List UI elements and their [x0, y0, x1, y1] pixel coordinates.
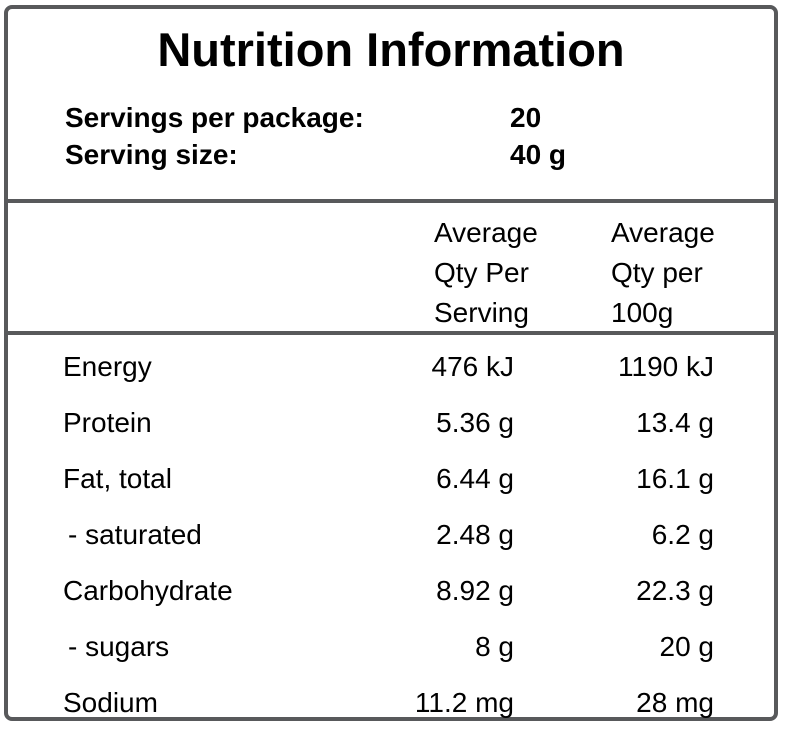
per-100g-value: 16.1 g — [636, 463, 714, 494]
serving-size-row: Serving size: 40 g — [8, 136, 774, 173]
column-header-line: Average — [611, 217, 715, 248]
servings-per-package-label: Servings per package: — [65, 102, 364, 133]
servings-per-package-row: Servings per package: 20 — [8, 99, 774, 136]
per-100g-value: 1190 kJ — [618, 351, 714, 382]
servings-block: Servings per package: 20 Serving size: 4… — [8, 99, 774, 173]
table-row-fat-total: Fat, total 6.44 g 16.1 g — [8, 451, 774, 507]
nutrient-name: Energy — [63, 351, 152, 382]
serving-size-label: Serving size: — [65, 139, 238, 170]
nutrient-name: Sodium — [63, 687, 158, 718]
per-serving-value: 6.44 g — [436, 463, 514, 494]
table-row-sodium: Sodium 11.2 mg 28 mg — [8, 675, 774, 731]
per-serving-value: 2.48 g — [436, 519, 514, 550]
table-row-saturated-fat: - saturated 2.48 g 6.2 g — [8, 507, 774, 563]
per-100g-value: 28 mg — [636, 687, 714, 718]
column-header-line: Serving — [434, 297, 529, 328]
per-serving-value: 11.2 mg — [414, 687, 514, 718]
per-100g-value: 6.2 g — [651, 519, 714, 550]
per-100g-value: 20 g — [659, 631, 715, 662]
label-header-section: Nutrition Information Servings per packa… — [8, 23, 774, 199]
nutrition-label-panel: Nutrition Information Servings per packa… — [4, 5, 778, 721]
column-header-line: Average — [434, 217, 538, 248]
nutrient-name: - sugars — [68, 631, 170, 662]
table-row-protein: Protein 5.36 g 13.4 g — [8, 395, 774, 451]
nutrient-name: - saturated — [68, 519, 202, 550]
table-row-energy: Energy 476 kJ 1190 kJ — [8, 339, 774, 395]
column-header-line: 100g — [611, 297, 674, 328]
per-serving-value: 476 kJ — [431, 351, 515, 382]
per-100g-value: 22.3 g — [636, 575, 714, 606]
per-serving-value: 8.92 g — [436, 575, 514, 606]
per-serving-value: 8 g — [475, 631, 514, 662]
column-header-line: Qty per — [611, 257, 703, 288]
column-headers-section: Average Qty Per Serving Average Qty per … — [8, 199, 774, 331]
column-header-per-serving: Average Qty Per Serving — [434, 213, 611, 333]
table-row-carbohydrate: Carbohydrate 8.92 g 22.3 g — [8, 563, 774, 619]
table-row-sugars: - sugars 8 g 20 g — [8, 619, 774, 675]
nutrient-rows-section: Energy 476 kJ 1190 kJ Protein 5.36 g 13.… — [8, 331, 774, 731]
servings-per-package-value: 20 — [510, 102, 542, 133]
column-header-per-100g: Average Qty per 100g — [611, 213, 774, 333]
per-serving-value: 5.36 g — [436, 407, 514, 438]
column-header-spacer — [63, 213, 434, 333]
nutrient-name: Carbohydrate — [63, 575, 233, 606]
column-header-line: Qty Per — [434, 257, 529, 288]
serving-size-value: 40 g — [510, 139, 567, 170]
per-100g-value: 13.4 g — [636, 407, 714, 438]
nutrient-name: Fat, total — [63, 463, 172, 494]
nutrient-name: Protein — [63, 407, 152, 438]
page-title: Nutrition Information — [157, 23, 625, 76]
